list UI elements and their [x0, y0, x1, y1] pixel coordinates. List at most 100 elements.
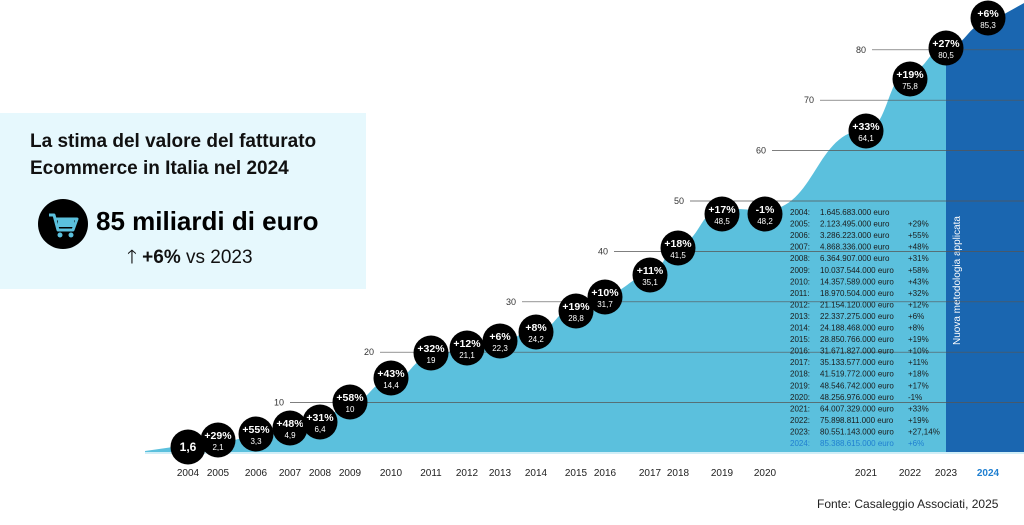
data-label: 31,7: [597, 300, 613, 309]
arrow-up-icon: 🡑: [127, 247, 137, 268]
table-year: 2023:: [790, 427, 810, 436]
table-growth: +10%: [908, 347, 929, 356]
table-year: 2011:: [790, 289, 809, 298]
table-growth: +29%: [908, 220, 929, 229]
table-year: 2007:: [790, 243, 810, 252]
table-year: 2020:: [790, 393, 810, 402]
growth-label: +32%: [417, 343, 445, 355]
y-tick-label: 50: [674, 196, 684, 206]
summary-panel: La stima del valore del fatturato Ecomme…: [0, 113, 366, 289]
growth-label: +58%: [336, 392, 364, 404]
growth-label: +17%: [708, 204, 736, 216]
table-year: 2015:: [790, 335, 810, 344]
source-note: Fonte: Casaleggio Associati, 2025: [817, 497, 999, 511]
table-year: 2019:: [790, 381, 810, 390]
growth-label: +55%: [242, 424, 270, 436]
value-bubble: [302, 404, 338, 440]
table-growth: -1%: [908, 393, 922, 402]
table-value: 31.671.827.000 euro: [820, 347, 894, 356]
growth-label: +8%: [525, 322, 547, 334]
x-tick-label: 2013: [489, 468, 512, 479]
highlight-band-label: Nuova metodologia applicata: [952, 216, 963, 345]
value-bubble: [482, 323, 518, 359]
data-label: 64,1: [858, 134, 874, 143]
x-tick-label: 2018: [667, 468, 690, 479]
table-value: 18.970.504.000 euro: [820, 289, 894, 298]
table-growth: +48%: [908, 243, 929, 252]
growth-label: +31%: [306, 412, 334, 424]
x-tick-label: 2019: [711, 468, 734, 479]
growth-label: +29%: [204, 430, 232, 442]
x-tick-label: 2007: [279, 468, 302, 479]
growth-label: +27%: [932, 38, 960, 50]
table-value: 85.388.615.000 euro: [820, 439, 894, 448]
data-label: 24,2: [528, 335, 544, 344]
table-year: 2004:: [790, 208, 810, 217]
highlight-band-2024: [946, 3, 1024, 453]
value-bubble: [413, 335, 449, 371]
table-growth: +32%: [908, 289, 929, 298]
x-tick-label: 2016: [594, 468, 617, 479]
table-value: 28.850.766.000 euro: [820, 335, 894, 344]
x-tick-label: 2004: [177, 468, 200, 479]
growth-vs-previous: 🡑 +6% vs 2023: [127, 243, 253, 275]
data-label: 3,3: [250, 437, 262, 446]
y-tick-label: 70: [804, 95, 814, 105]
value-bubble: [928, 30, 964, 66]
data-label: 80,5: [938, 51, 954, 60]
x-tick-label: 2020: [754, 468, 777, 479]
table-value: 24.188.468.000 euro: [820, 324, 894, 333]
table-value: 64.007.329.000 euro: [820, 404, 894, 413]
area-series: [145, 3, 1024, 453]
growth-label: +19%: [896, 69, 924, 81]
x-tick-label: 2011: [420, 468, 442, 479]
table-year: 2014:: [790, 324, 810, 333]
value-bubble: [332, 384, 368, 420]
table-year: 2024:: [790, 439, 810, 448]
growth-label: +10%: [591, 287, 619, 299]
table-year: 2016:: [790, 347, 810, 356]
growth-label: +11%: [637, 265, 664, 277]
table-growth: +8%: [908, 324, 924, 333]
value-bubble: [518, 314, 554, 350]
growth-label: +18%: [664, 238, 692, 250]
table-growth: +12%: [908, 300, 929, 309]
table-growth: +19%: [908, 416, 929, 425]
table-value: 48.546.742.000 euro: [820, 381, 894, 390]
y-tick-label: 40: [598, 246, 608, 256]
y-tick-label: 60: [756, 146, 766, 156]
data-label: 48,2: [757, 217, 773, 226]
table-value: 1.645.683.000 euro: [820, 208, 890, 217]
data-label: 19: [427, 356, 436, 365]
table-year: 2009:: [790, 266, 810, 275]
table-year: 2010:: [790, 277, 810, 286]
table-value: 6.364.907.000 euro: [820, 254, 890, 263]
table-year: 2006:: [790, 231, 810, 240]
headline-value: 85 miliardi di euro: [96, 206, 319, 236]
growth-suffix: vs 2023: [180, 247, 253, 268]
growth-label: +48%: [276, 418, 304, 430]
data-label: 14,4: [383, 381, 399, 390]
x-tick-label: 2008: [309, 468, 332, 479]
table-value: 3.286.223.000 euro: [820, 231, 890, 240]
table-value: 10.037.544.000 euro: [820, 266, 894, 275]
value-bubble: [660, 230, 696, 266]
data-label: 41,5: [670, 251, 686, 260]
x-tick-label: 2006: [245, 468, 268, 479]
y-tick-label: 10: [274, 398, 284, 408]
table-growth: +27,14%: [908, 427, 940, 436]
x-tick-label: 2010: [380, 468, 403, 479]
table-growth: +58%: [908, 266, 929, 275]
data-label: 35,1: [642, 278, 658, 287]
table-year: 2013:: [790, 312, 810, 321]
table-year: 2017:: [790, 358, 810, 367]
x-tick-label: 2005: [207, 468, 230, 479]
data-label: 2,1: [212, 443, 224, 452]
value-bubble: [558, 293, 594, 329]
x-tick-label: 2022: [899, 468, 922, 479]
x-tick-label: 2012: [456, 468, 479, 479]
growth-label: +19%: [562, 301, 590, 313]
table-value: 48.256.976.000 euro: [820, 393, 894, 402]
table-growth: +17%: [908, 381, 929, 390]
